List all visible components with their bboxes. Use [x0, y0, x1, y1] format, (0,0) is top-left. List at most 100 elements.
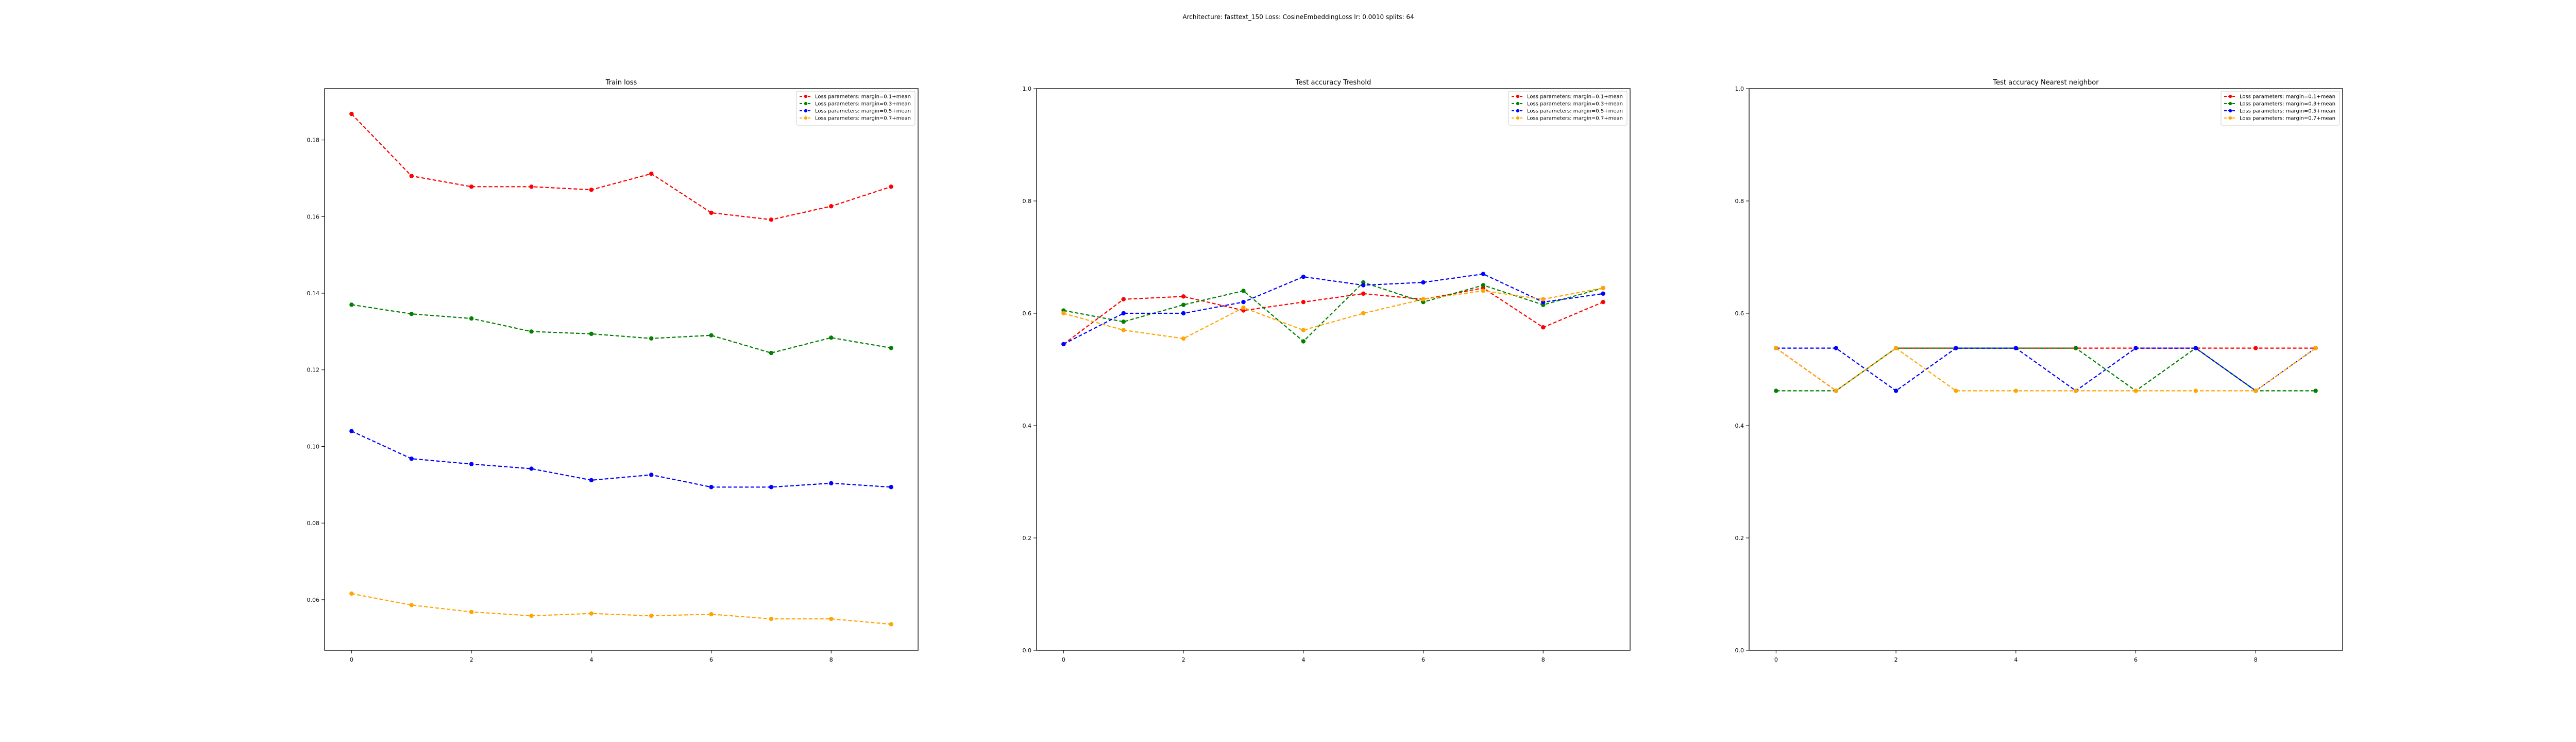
data-point: [1893, 389, 1899, 393]
data-point: [409, 174, 414, 178]
legend-entry: Loss parameters: margin=0.5+mean: [800, 109, 911, 114]
legend-entry: Loss parameters: margin=0.1+mean: [800, 94, 911, 100]
y-tick-label: 0.8: [1023, 198, 1032, 205]
series-line: [1063, 273, 1603, 345]
legend-marker: [804, 116, 808, 120]
data-point: [469, 462, 474, 466]
y-tick-label: 0.8: [1735, 198, 1744, 205]
y-tick-label: 1.0: [1735, 86, 1744, 92]
legend-marker: [1516, 109, 1520, 113]
data-point: [2253, 389, 2258, 393]
legend-entry: Loss parameters: margin=0.1+mean: [1512, 94, 1623, 100]
data-point: [889, 622, 893, 627]
data-point: [1241, 300, 1246, 305]
data-point: [1181, 302, 1186, 307]
legend-marker: [804, 109, 808, 113]
data-point: [589, 478, 594, 483]
data-point: [709, 333, 714, 338]
data-point: [1893, 346, 1899, 350]
data-point: [1121, 328, 1126, 332]
data-point: [709, 485, 714, 490]
data-point: [589, 611, 594, 616]
legend-marker: [2228, 116, 2232, 120]
data-point: [1421, 297, 1426, 301]
data-point: [649, 171, 654, 176]
legend-entry: Loss parameters: margin=0.7+mean: [2224, 116, 2335, 122]
y-tick-label: 0.18: [307, 137, 320, 144]
y-tick-label: 0.16: [307, 213, 320, 220]
legend-label: Loss parameters: margin=0.7+mean: [815, 116, 911, 122]
data-point: [709, 612, 714, 617]
x-tick-label: 8: [829, 656, 833, 663]
data-point: [829, 204, 834, 209]
x-tick-label: 8: [2254, 656, 2258, 663]
y-tick-label: 0.14: [307, 290, 320, 297]
data-point: [1834, 389, 1838, 393]
x-tick-label: 4: [1301, 656, 1305, 663]
legend-entry: Loss parameters: margin=0.3+mean: [800, 102, 911, 107]
data-point: [829, 481, 834, 486]
legend-box: [796, 91, 916, 126]
data-point: [409, 311, 414, 316]
y-tick-label: 0.08: [307, 520, 320, 527]
x-tick-label: 2: [1182, 656, 1185, 663]
y-tick-label: 0.0: [1735, 647, 1744, 654]
legend-marker: [804, 102, 808, 106]
y-tick-label: 1.0: [1023, 86, 1032, 92]
data-point: [2013, 389, 2019, 393]
legend-marker: [1516, 94, 1520, 98]
legend-label: Loss parameters: margin=0.5+mean: [1527, 109, 1623, 114]
legend-label: Loss parameters: margin=0.3+mean: [815, 102, 911, 107]
data-point: [2313, 389, 2318, 393]
data-point: [1181, 294, 1186, 299]
x-tick-label: 0: [1774, 656, 1778, 663]
x-tick-label: 8: [1541, 656, 1545, 663]
data-point: [1301, 339, 1306, 344]
legend: Loss parameters: margin=0.1+mean Loss par…: [1508, 91, 1628, 126]
series-1: [349, 111, 893, 222]
data-point: [2013, 346, 2019, 350]
x-tick-label: 6: [1421, 656, 1425, 663]
data-point: [1774, 389, 1778, 393]
x-tick-label: 2: [470, 656, 473, 663]
legend-box: [1508, 91, 1628, 126]
legend-label: Loss parameters: margin=0.5+mean: [2240, 109, 2335, 114]
series-4: [349, 591, 893, 627]
y-tick-label: 0.06: [307, 597, 320, 603]
y-tick-label: 0.2: [1735, 535, 1744, 542]
data-point: [829, 335, 834, 340]
data-point: [709, 210, 714, 215]
chart-title: Test accuracy Nearest neighbor: [1992, 79, 2099, 87]
chart-panel-1: Train loss 0 2 4 6 8 0.06 0.08 0.10 0.12 0.14 0.16 0…: [307, 79, 919, 663]
series-line: [1776, 347, 2316, 392]
data-point: [1061, 311, 1066, 316]
data-point: [529, 329, 534, 334]
data-point: [469, 184, 474, 189]
x-tick-label: 6: [709, 656, 713, 663]
data-point: [349, 591, 354, 596]
series-3: [1061, 272, 1605, 347]
data-point: [1241, 289, 1246, 293]
data-point: [1774, 346, 1778, 350]
legend-entry: Loss parameters: margin=0.3+mean: [2224, 102, 2335, 107]
data-point: [529, 613, 534, 618]
data-point: [469, 610, 474, 614]
legend-label: Loss parameters: margin=0.5+mean: [815, 109, 911, 114]
series-3: [349, 429, 893, 490]
legend-marker: [2228, 102, 2232, 106]
y-tick-label: 0.4: [1023, 423, 1032, 429]
data-point: [2193, 389, 2198, 393]
x-tick-label: 0: [350, 656, 353, 663]
legend-entry: Loss parameters: margin=0.5+mean: [1512, 109, 1623, 114]
data-point: [1361, 291, 1366, 296]
legend-entry: Loss parameters: margin=0.3+mean: [1512, 102, 1623, 107]
data-point: [349, 429, 354, 433]
series-line: [1063, 287, 1604, 345]
legend-marker: [1516, 102, 1520, 106]
series-line: [1063, 287, 1603, 340]
data-point: [2253, 346, 2258, 350]
data-point: [1601, 285, 1605, 291]
y-tick-label: 0.0: [1023, 647, 1032, 654]
data-point: [1834, 346, 1838, 350]
series-4: [1774, 346, 2318, 393]
